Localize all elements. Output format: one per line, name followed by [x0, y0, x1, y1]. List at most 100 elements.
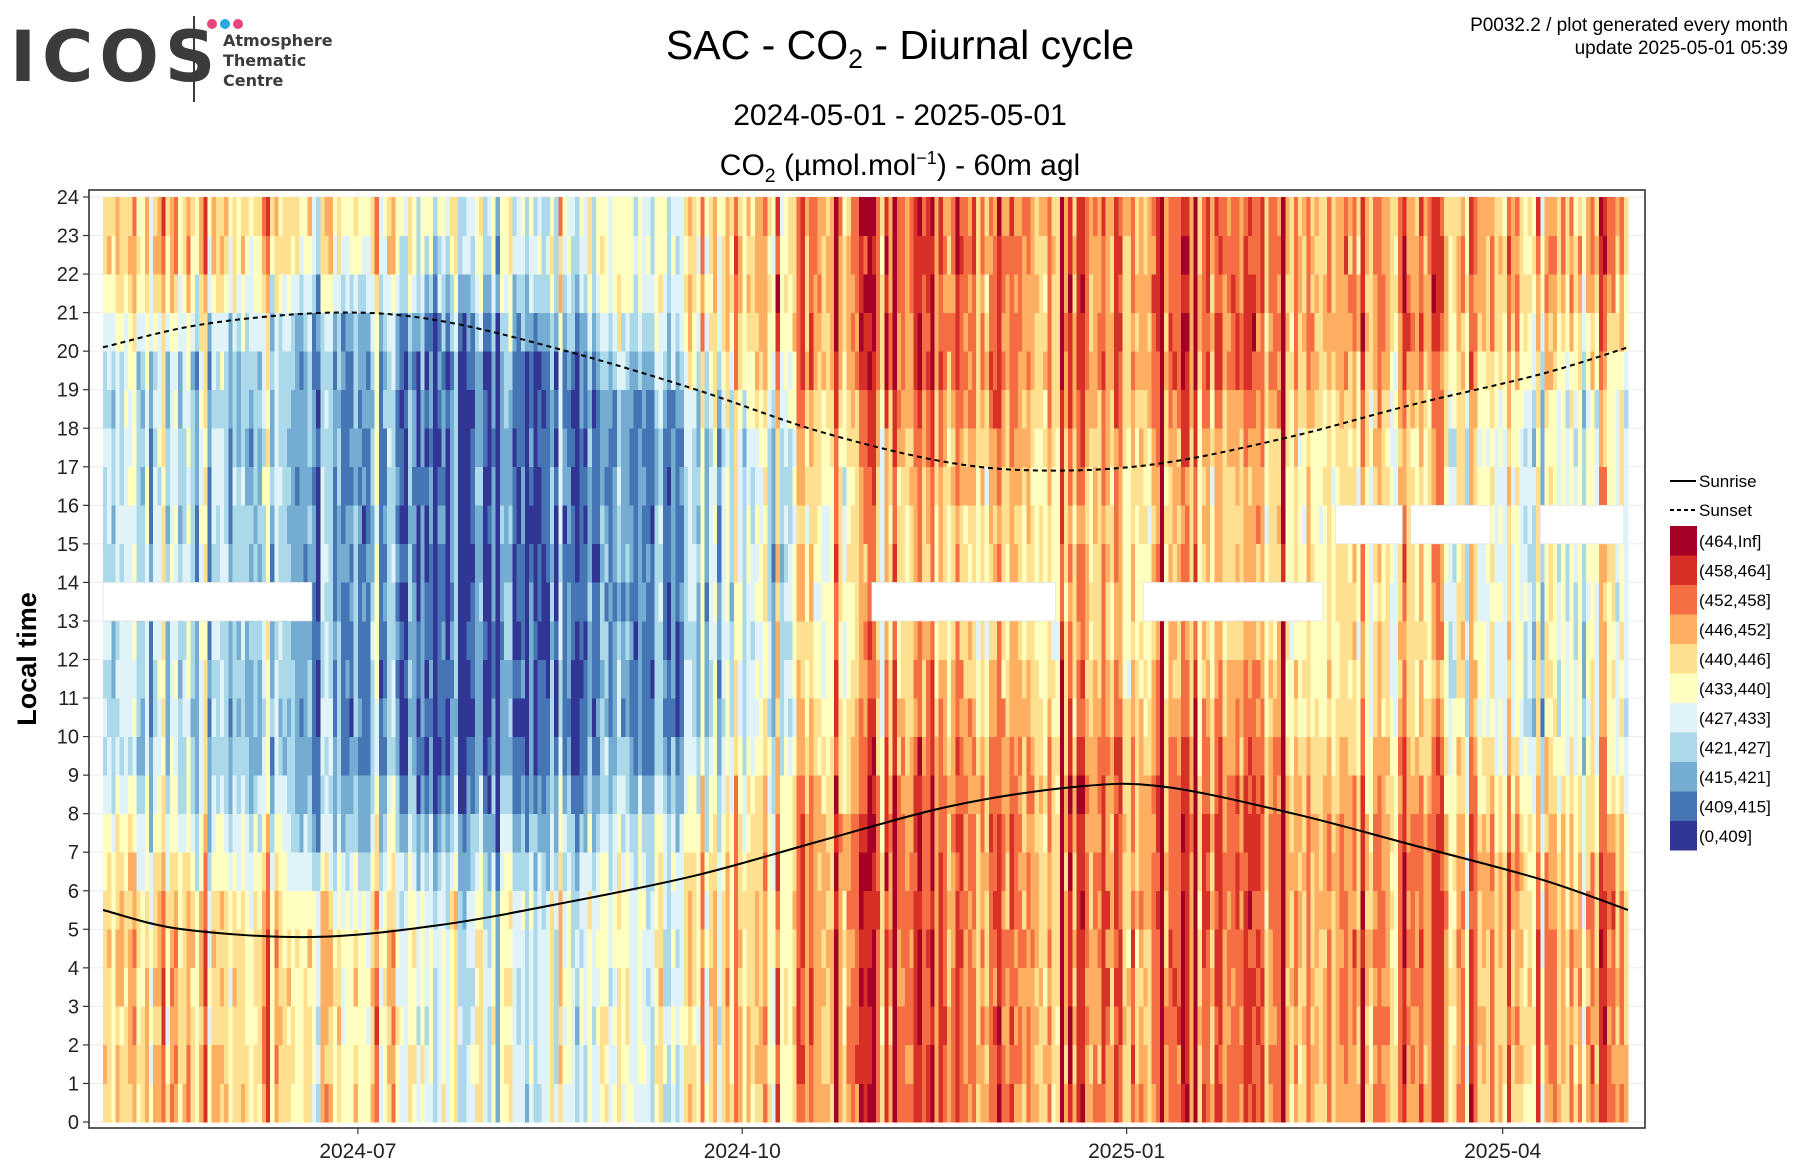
heatmap-cell: [228, 1006, 234, 1046]
heatmap-cell: [729, 967, 735, 1007]
heatmap-cell: [629, 698, 635, 737]
heatmap-cell: [583, 274, 589, 313]
logo-line-1: Atmosphere: [223, 31, 333, 50]
heatmap-cell: [499, 967, 505, 1007]
heatmap-cell: [341, 505, 346, 545]
heatmap-cell: [370, 1083, 376, 1123]
heatmap-cell: [516, 698, 522, 737]
heatmap-cell: [483, 235, 488, 275]
heatmap-cell: [704, 1044, 710, 1084]
heatmap-cell: [875, 736, 881, 776]
heatmap-cell: [633, 1006, 639, 1046]
heatmap-cell: [926, 813, 931, 853]
heatmap-cell: [119, 197, 125, 236]
heatmap-cell: [265, 543, 271, 583]
heatmap-cell: [236, 428, 242, 468]
heatmap-cell: [140, 736, 146, 776]
heatmap-cell: [345, 659, 351, 699]
heatmap-cell: [474, 698, 480, 737]
heatmap-cell: [119, 813, 125, 853]
heatmap-cell: [123, 1044, 129, 1084]
heatmap-cell: [307, 1044, 313, 1084]
heatmap-cell: [466, 967, 472, 1007]
heatmap-cell: [754, 389, 760, 429]
heatmap-cell: [332, 466, 338, 506]
heatmap-cell: [591, 967, 597, 1007]
heatmap-cell: [829, 543, 835, 583]
heatmap-cell: [784, 351, 789, 391]
heatmap-cell: [341, 312, 346, 352]
heatmap-cell: [148, 197, 154, 236]
heatmap-cell: [708, 813, 714, 853]
heatmap-cell: [646, 351, 651, 391]
heatmap-cell: [483, 890, 488, 930]
heatmap-cell: [608, 235, 614, 275]
heatmap-cell: [203, 543, 209, 583]
heatmap-cell: [696, 736, 702, 776]
heatmap-cell: [491, 312, 497, 352]
heatmap-cell: [512, 852, 518, 892]
heatmap-cell: [767, 428, 773, 468]
heatmap-cell: [399, 543, 405, 583]
heatmap-cell: [616, 351, 622, 391]
heatmap-cell: [412, 351, 417, 391]
heatmap-cell: [487, 890, 493, 930]
heatmap-cell: [203, 1083, 209, 1123]
heatmap-cell: [136, 389, 142, 429]
heatmap-cell: [692, 1006, 697, 1046]
heatmap-cell: [767, 736, 773, 776]
heatmap-cell: [696, 967, 702, 1007]
heatmap-cell: [328, 852, 334, 892]
heatmap-cell: [545, 582, 551, 622]
heatmap-cell: [474, 1044, 480, 1084]
heatmap-cell: [650, 351, 656, 391]
heatmap-cell: [721, 582, 727, 622]
heatmap-cell: [441, 929, 447, 969]
heatmap-cell: [850, 543, 856, 583]
heatmap-cell: [274, 967, 280, 1007]
heatmap-cell: [671, 351, 676, 391]
heatmap-cell: [558, 197, 564, 236]
heatmap-cell: [387, 1083, 392, 1123]
heatmap-cell: [382, 351, 388, 391]
heatmap-cell: [207, 351, 213, 391]
heatmap-cell: [257, 351, 263, 391]
heatmap-cell: [153, 505, 158, 545]
heatmap-cell: [249, 543, 255, 583]
heatmap-cell: [495, 582, 501, 622]
heatmap-cell: [362, 235, 367, 275]
heatmap-cell: [182, 1044, 188, 1084]
heatmap-cell: [362, 582, 367, 622]
heatmap-cell: [917, 466, 923, 506]
heatmap-cell: [579, 1044, 585, 1084]
heatmap-cell: [357, 351, 363, 391]
heatmap-cell: [725, 197, 731, 236]
heatmap-cell: [232, 505, 238, 545]
heatmap-cell: [817, 235, 823, 275]
heatmap-cell: [311, 775, 317, 814]
heatmap-cell: [316, 659, 321, 699]
heatmap-cell: [111, 235, 117, 275]
heatmap-cell: [466, 813, 472, 853]
heatmap-cell: [662, 582, 668, 622]
heatmap-cell: [834, 428, 839, 468]
heatmap-cell: [625, 775, 631, 814]
heatmap-cell: [742, 1044, 748, 1084]
heatmap-cell: [382, 890, 388, 930]
heatmap-cell: [742, 620, 748, 660]
heatmap-cell: [483, 351, 488, 391]
heatmap-cell: [754, 466, 760, 506]
heatmap-cell: [646, 775, 651, 814]
heatmap-cell: [524, 505, 530, 545]
chart-title: SAC - CO2 - Diurnal cycle: [665, 22, 1135, 75]
heatmap-cell: [834, 197, 839, 236]
heatmap-cell: [650, 543, 656, 583]
heatmap-cell: [646, 428, 651, 468]
heatmap-cell: [458, 428, 463, 468]
heatmap-cell: [667, 659, 672, 699]
heatmap-cell: [194, 543, 200, 583]
heatmap-cell: [219, 389, 225, 429]
heatmap-cell: [219, 929, 225, 969]
heatmap-cell: [408, 505, 413, 545]
heatmap-cell: [203, 466, 209, 506]
